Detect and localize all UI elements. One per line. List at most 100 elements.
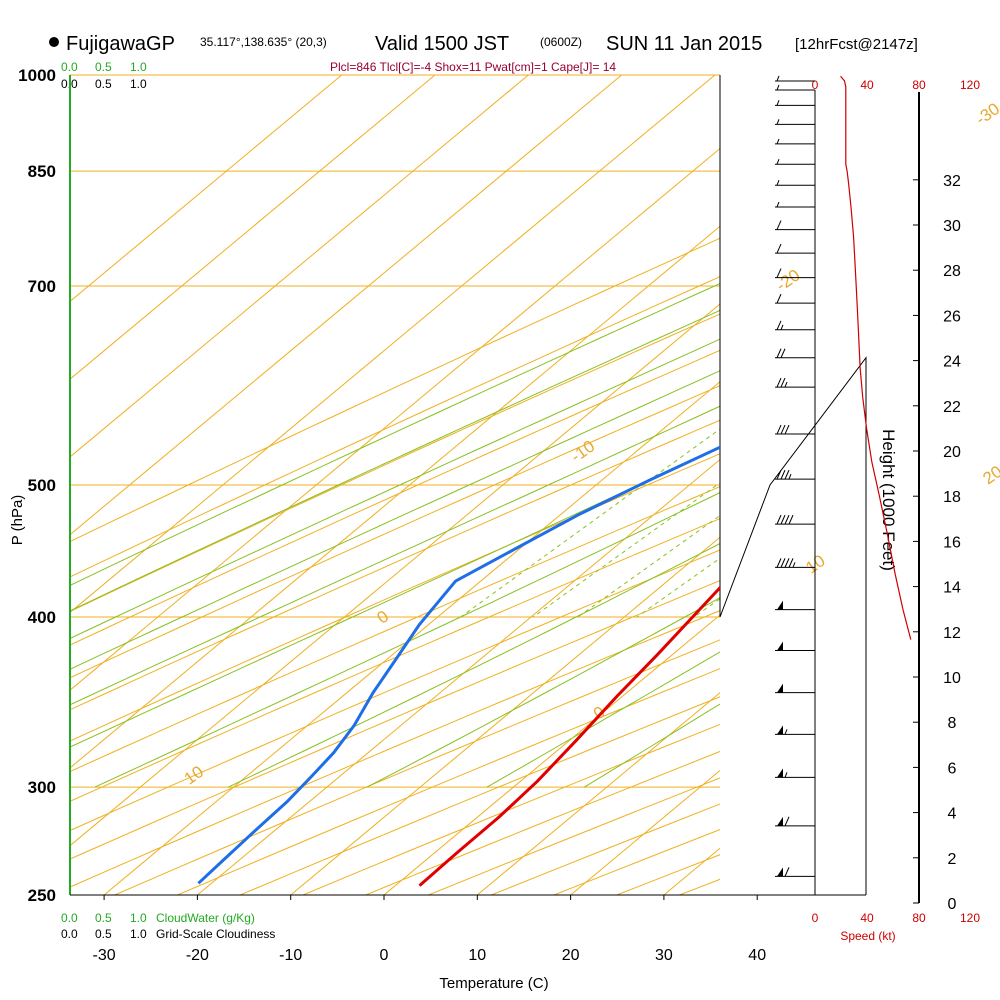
wind-barb xyxy=(775,641,815,651)
speed-tick-bottom: 80 xyxy=(912,911,926,925)
height-tick-label: 2 xyxy=(948,851,957,868)
wind-barb-half-feather xyxy=(776,75,780,82)
isotherm-line xyxy=(70,303,720,847)
wind-barb-half-feather xyxy=(776,84,780,91)
dewpoint-line xyxy=(197,445,720,885)
wind-barb-feather xyxy=(776,293,782,304)
pressure-tick-label: 700 xyxy=(28,277,56,296)
mixing-ratio-grid xyxy=(460,428,720,618)
isotherm-line xyxy=(103,381,720,895)
dry-adiabat-line xyxy=(70,518,720,802)
wind-barb xyxy=(775,725,815,735)
mixing-ratio-line xyxy=(577,514,720,618)
height-tick-label: 14 xyxy=(943,580,961,597)
dry-adiabat-line xyxy=(70,419,720,711)
pressure-tick-label: 500 xyxy=(28,476,56,495)
bottom-cloudiness-tick: 0.0 xyxy=(61,927,78,941)
dry-adiabat-line xyxy=(70,486,720,773)
temperature-tick-label: -10 xyxy=(279,947,302,964)
bottom-cloudwater-tick: 1.0 xyxy=(130,911,147,925)
wind-barb-half-feather xyxy=(788,473,792,480)
wind-barbs xyxy=(775,75,815,877)
dry-adiabat-line xyxy=(70,453,720,742)
isotherm-line xyxy=(70,75,343,303)
sloped-boundary xyxy=(719,356,867,895)
isotherm-line xyxy=(383,614,720,895)
station-dot-icon xyxy=(49,37,59,47)
moist-adiabat-line xyxy=(70,309,720,612)
wind-barb-feather xyxy=(788,558,794,568)
wind-barb-feather xyxy=(776,469,782,480)
moist-adiabat-line xyxy=(70,370,720,670)
wind-barb-feather xyxy=(776,243,782,254)
isotherm-line xyxy=(197,458,720,895)
adiabat-label: 10 xyxy=(802,551,828,577)
moist-adiabat-line xyxy=(366,597,720,788)
height-tick-label: 24 xyxy=(943,354,961,371)
height-axis-title: Height (1000 Feet) xyxy=(879,429,898,571)
wind-barb xyxy=(775,768,815,778)
dry-adiabat-line xyxy=(70,237,720,543)
wind-barb xyxy=(775,268,815,279)
wind-speed-line xyxy=(840,75,912,640)
x-axis-title: Temperature (C) xyxy=(439,975,548,992)
wind-barb xyxy=(775,138,815,145)
bottom-cloudwater-tick: 0.5 xyxy=(95,911,112,925)
temperature-tick-label: -20 xyxy=(186,947,209,964)
height-tick-label: 18 xyxy=(943,489,961,506)
height-tick-label: 20 xyxy=(943,444,961,461)
wind-barb xyxy=(775,243,815,254)
wind-barb xyxy=(775,683,815,694)
adiabat-label: 20 xyxy=(979,462,1000,488)
wind-barb-half-feather xyxy=(792,562,796,568)
forecast-info: [12hrFcst@2147z] xyxy=(795,36,918,53)
dry-adiabat-line xyxy=(114,639,720,895)
speed-tick-bottom: 0 xyxy=(812,911,819,925)
wind-barb-feather xyxy=(776,514,782,525)
wind-barb xyxy=(775,816,815,827)
sounding-profiles xyxy=(197,445,720,887)
wind-barb-pennant xyxy=(777,816,783,826)
pressure-tick-label: 400 xyxy=(28,608,56,627)
wind-barb-half-feather xyxy=(776,100,780,106)
wind-barb-feather xyxy=(776,424,782,435)
wind-barb xyxy=(775,75,815,82)
wind-barb-half-feather xyxy=(780,324,784,330)
speed-scale-top: 0 40 80 120 xyxy=(812,78,981,92)
valid-date: SUN 11 Jan 2015 xyxy=(606,33,762,55)
temperature-tick-label: 0 xyxy=(380,947,389,964)
wind-barb-feather xyxy=(776,377,782,388)
height-tick-label: 12 xyxy=(943,625,961,642)
pressure-tick-label: 850 xyxy=(28,162,56,181)
wind-barb-feather xyxy=(780,558,786,568)
wind-barb xyxy=(775,180,815,186)
wind-barb-feather xyxy=(784,514,790,525)
wind-barb xyxy=(775,201,815,208)
cloudwater-label: CloudWater (g/Kg) xyxy=(156,911,255,925)
height-tick-label: 26 xyxy=(943,308,961,325)
wind-barb xyxy=(775,867,815,877)
height-tick-label: 22 xyxy=(943,399,961,416)
height-tick-label: 28 xyxy=(943,263,961,280)
wind-barb-half-feather xyxy=(784,381,788,388)
speed-tick-bottom: 120 xyxy=(960,911,980,925)
wind-barb-feather xyxy=(776,558,782,568)
dry-adiabat-line xyxy=(70,385,720,679)
height-tick-label: 32 xyxy=(943,173,961,190)
wind-barb-feather xyxy=(776,320,782,331)
isotherm-line xyxy=(70,225,720,769)
speed-tick-top: 0 xyxy=(812,78,819,92)
wind-barb-feather xyxy=(784,867,790,877)
wind-barb-feather xyxy=(776,348,782,358)
top-cloudiness-tick: 1.0 xyxy=(130,77,147,91)
moist-adiabat-line xyxy=(70,338,720,640)
temperature-tick-label: 10 xyxy=(468,947,486,964)
pressure-tick-label: 250 xyxy=(28,886,56,905)
wind-barb-pennant xyxy=(777,600,783,610)
moist-adiabat-line xyxy=(70,405,720,706)
dry-adiabat-line xyxy=(70,276,720,578)
isotherm-line xyxy=(70,75,436,380)
temperature-line xyxy=(418,585,720,887)
